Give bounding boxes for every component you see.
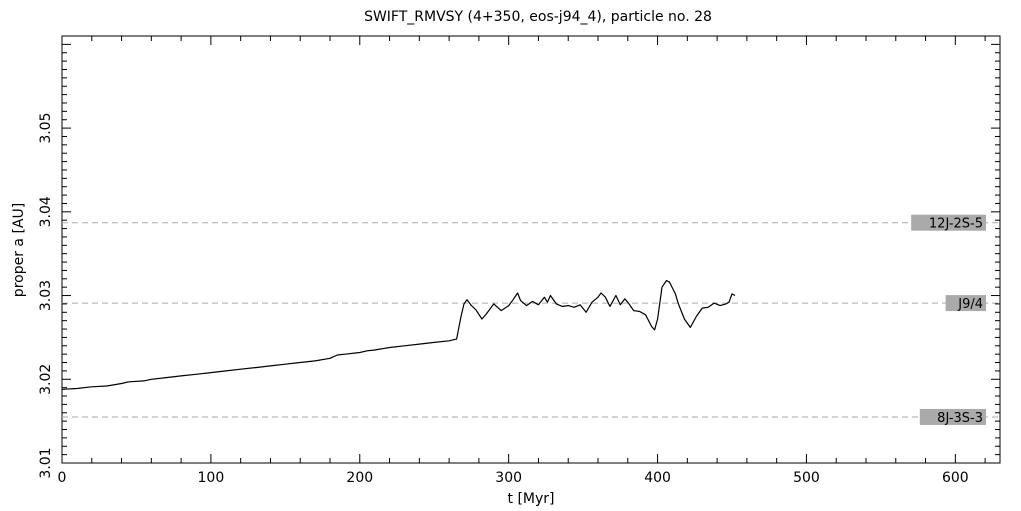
y-tick-label: 3.02	[38, 364, 54, 395]
x-tick-label: 300	[495, 470, 522, 486]
x-tick-label: 100	[198, 470, 225, 486]
plot-frame	[61, 35, 1001, 464]
resonance-label: 12J-2S-5	[929, 217, 983, 232]
y-tick-label: 3.01	[38, 447, 54, 478]
y-axis-label: proper a [AU]	[11, 203, 27, 297]
x-tick-label: 600	[942, 470, 969, 486]
x-tick-label: 0	[58, 470, 67, 486]
x-tick-label: 400	[644, 470, 671, 486]
y-tick-label: 3.04	[38, 196, 54, 227]
x-tick-label: 200	[346, 470, 373, 486]
resonance-label-box	[911, 214, 986, 231]
resonance-label-box	[945, 295, 986, 312]
resonance-label-box	[919, 408, 986, 425]
series-line	[61, 279, 736, 390]
resonance-label: 8J-3S-3	[937, 411, 983, 426]
x-axis-label: t [Myr]	[508, 491, 555, 507]
chart-title: SWIFT_RMVSY (4+350, eos-j94_4), particle…	[364, 9, 712, 25]
resonance-label: J9/4	[957, 297, 983, 312]
x-tick-label: 500	[793, 470, 820, 486]
y-tick-label: 3.05	[38, 113, 54, 144]
y-tick-label: 3.03	[38, 280, 54, 311]
